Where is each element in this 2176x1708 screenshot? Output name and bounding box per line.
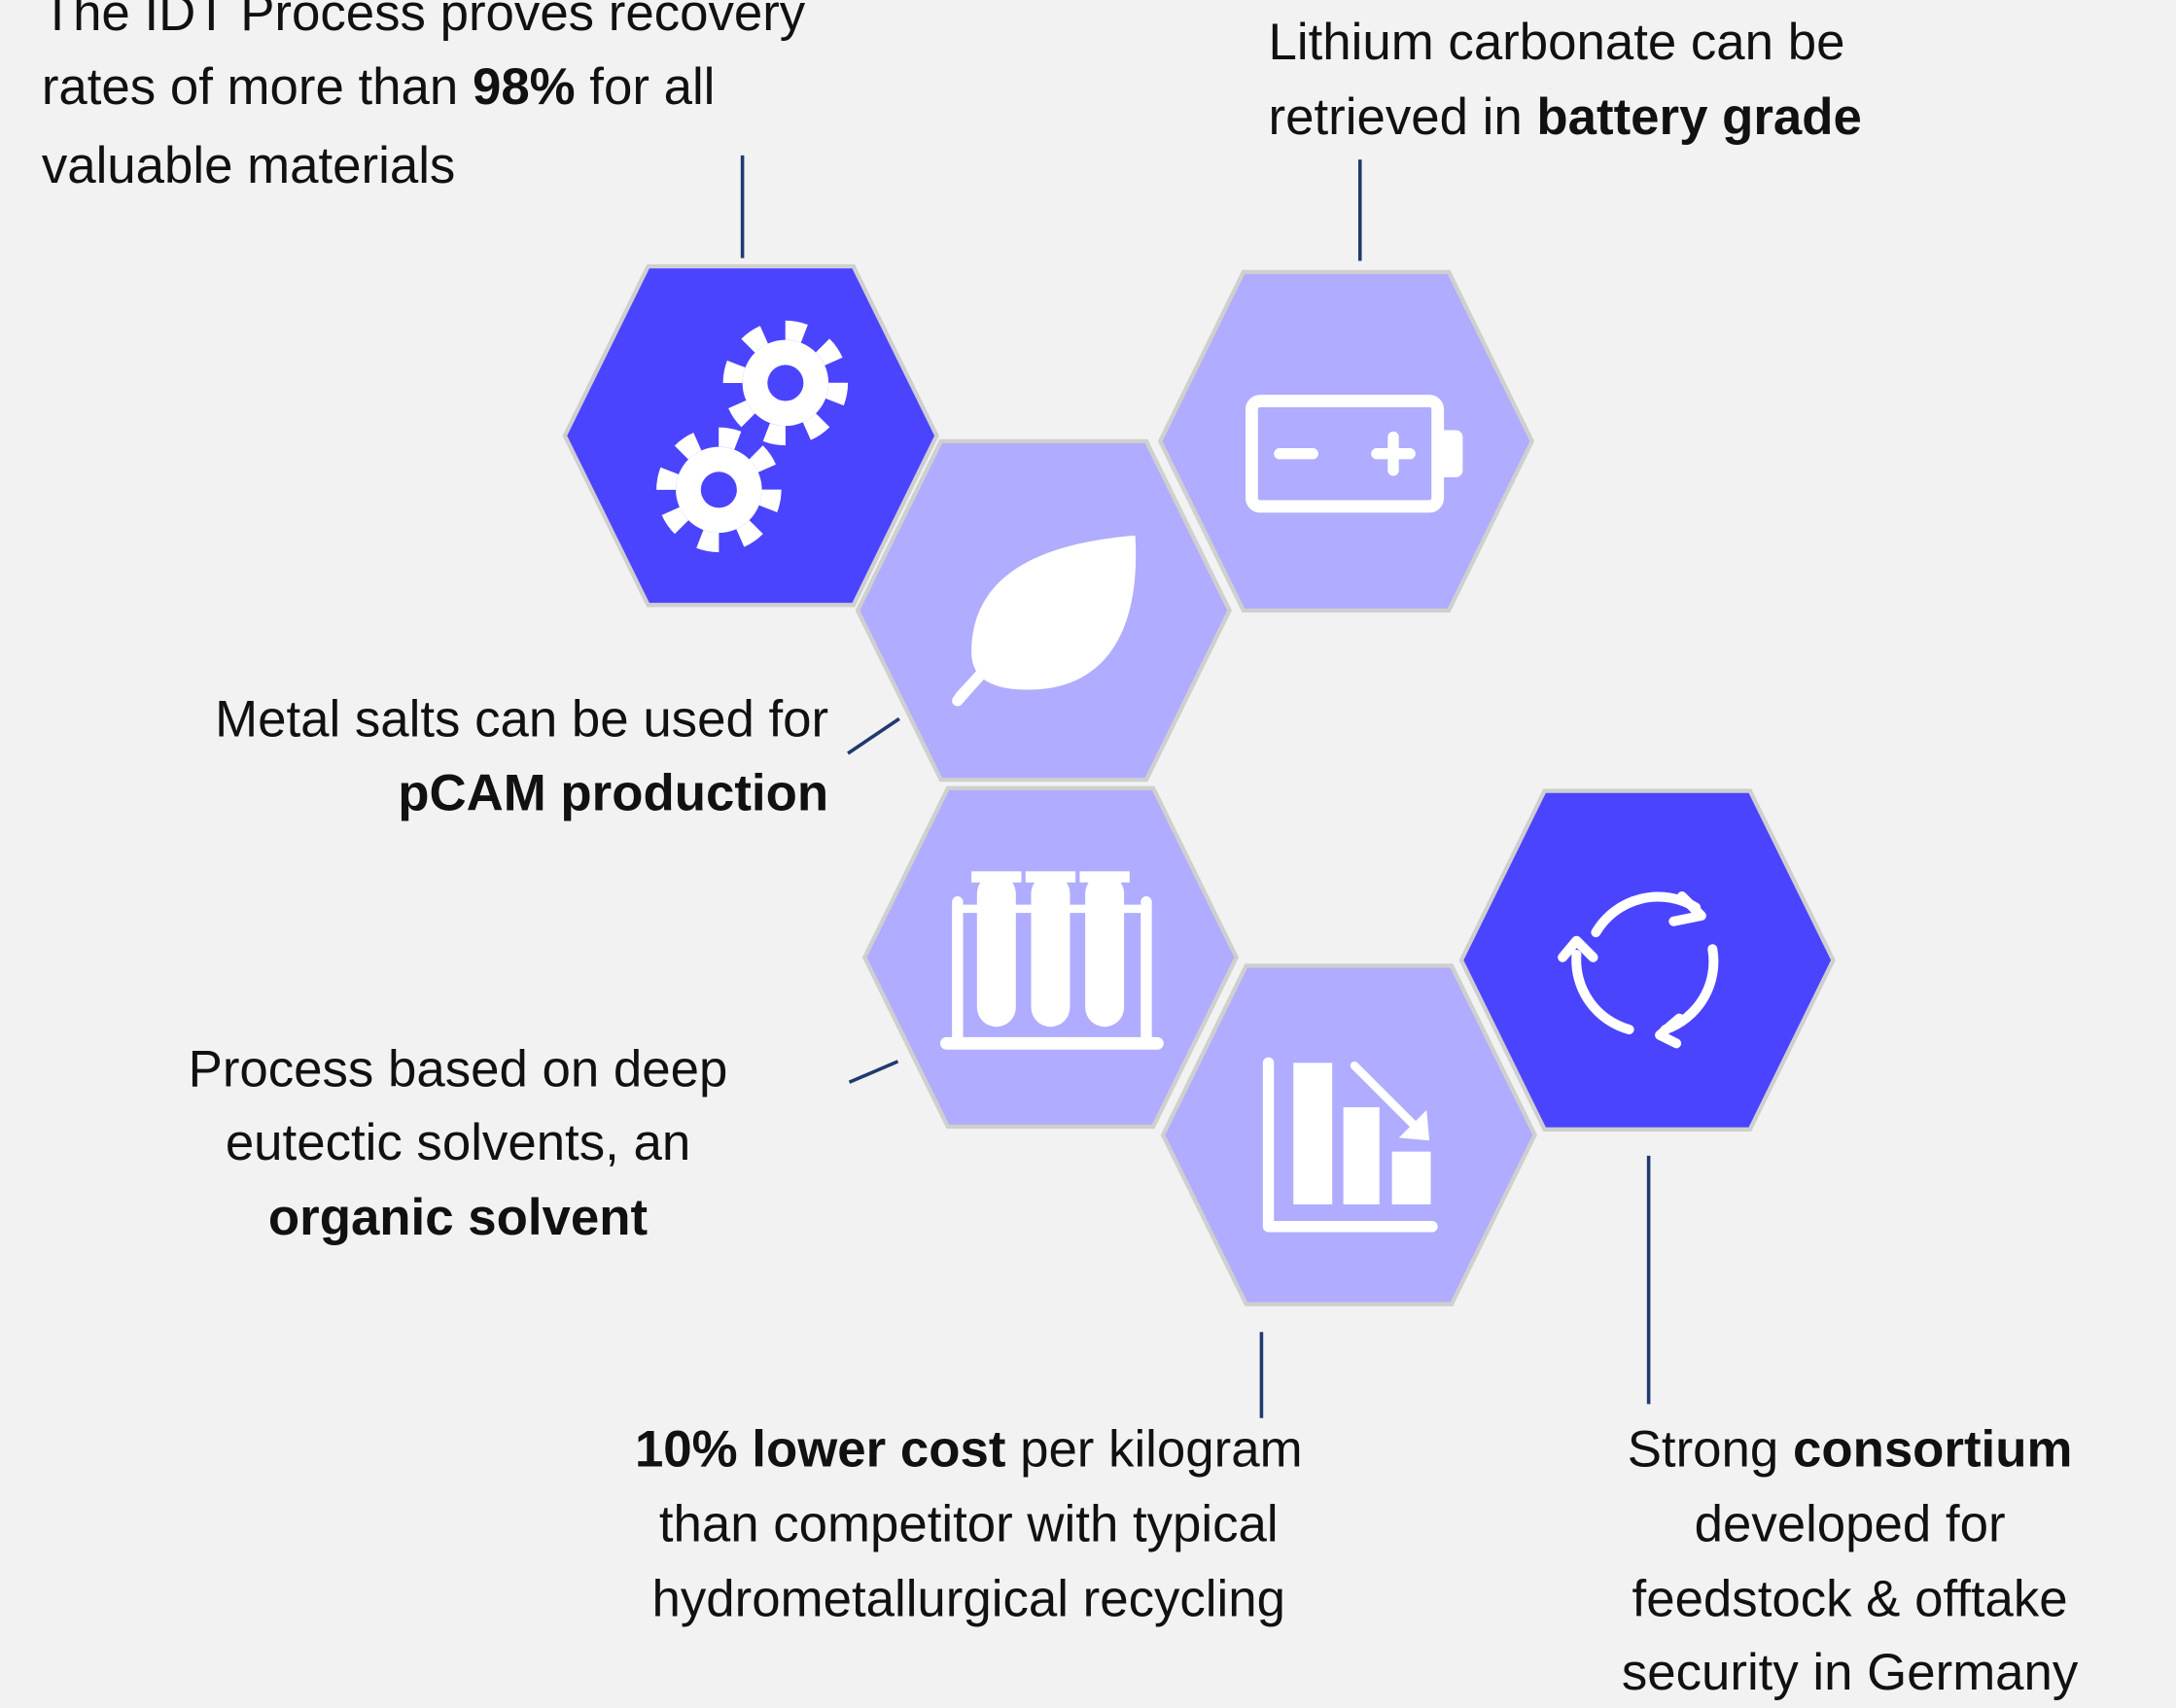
callout-line: security in Germany xyxy=(1622,1644,2079,1701)
callout-line: than competitor with typical xyxy=(659,1495,1279,1552)
leaf-icon xyxy=(952,535,1137,707)
callout: 10% lower cost per kilogram than competit… xyxy=(635,1420,1303,1627)
battery-icon xyxy=(1245,395,1463,513)
callouts: The IDT Process proves recovery rates of … xyxy=(42,0,2079,1701)
bold-text: organic solvent xyxy=(268,1189,648,1246)
callout-line: rates of more than 98% for all xyxy=(42,58,716,116)
text: for all xyxy=(576,58,716,116)
callout-line: organic solvent xyxy=(268,1189,648,1246)
text: Strong xyxy=(1628,1420,1793,1478)
text: valuable materials xyxy=(42,137,456,194)
callout-line: developed for xyxy=(1695,1495,2006,1552)
callout: Strong consortium developed for feedstock … xyxy=(1622,1420,2079,1701)
callout-line: Metal salts can be used for xyxy=(215,691,828,749)
callout: Lithium carbonate can be retrieved in bat… xyxy=(1269,14,1862,146)
text: than competitor with typical xyxy=(659,1495,1279,1552)
declining-chart-icon xyxy=(1262,1057,1438,1233)
callout-line: pCAM production xyxy=(398,764,828,821)
bold-text: battery grade xyxy=(1536,88,1861,146)
text: rates of more than xyxy=(42,58,473,116)
callout-line: Lithium carbonate can be xyxy=(1269,14,1845,71)
text: eutectic solvents, an xyxy=(226,1114,690,1171)
callout-line: hydrometallurgical recycling xyxy=(652,1570,1285,1627)
text: Metal salts can be used for xyxy=(215,691,828,749)
text: retrieved in xyxy=(1269,88,1537,146)
callout-line: eutectic solvents, an xyxy=(226,1114,690,1171)
callout: Metal salts can be used for pCAM producti… xyxy=(215,691,828,822)
connector xyxy=(847,716,900,755)
gears-icon xyxy=(656,320,849,553)
test-tubes-icon xyxy=(939,871,1164,1050)
text: Process based on deep xyxy=(189,1040,728,1098)
callout-line: 10% lower cost per kilogram xyxy=(635,1420,1303,1478)
text: developed for xyxy=(1695,1495,2006,1552)
text: Lithium carbonate can be xyxy=(1269,14,1845,71)
bold-text: 98% xyxy=(473,58,576,116)
callout: The IDT Process proves recovery rates of … xyxy=(42,0,806,194)
callout-line: retrieved in battery grade xyxy=(1269,88,1862,146)
text: per kilogram xyxy=(1005,1420,1302,1478)
recycle-icon xyxy=(1558,891,1719,1049)
connectors xyxy=(740,155,1651,1418)
text: feedstock & offtake xyxy=(1632,1570,2068,1627)
callout-line: The IDT Process proves recovery xyxy=(42,0,806,42)
callout-line: Process based on deep xyxy=(189,1040,728,1098)
callout-line: feedstock & offtake xyxy=(1632,1570,2068,1627)
callout: Process based on deep eutectic solvents, … xyxy=(189,1040,728,1246)
text: The IDT Process proves recovery xyxy=(42,0,806,42)
connector xyxy=(848,1060,899,1084)
hexagon xyxy=(1458,788,1836,1132)
hexagon xyxy=(562,263,939,608)
bold-text: consortium xyxy=(1793,1420,2072,1478)
text: hydrometallurgical recycling xyxy=(652,1570,1285,1627)
text: security in Germany xyxy=(1622,1644,2079,1701)
bold-text: 10% lower cost xyxy=(635,1420,1005,1478)
bold-text: pCAM production xyxy=(398,764,828,821)
callout-line: Strong consortium xyxy=(1628,1420,2073,1478)
hexagon xyxy=(1157,269,1535,613)
callout-line: valuable materials xyxy=(42,137,456,194)
